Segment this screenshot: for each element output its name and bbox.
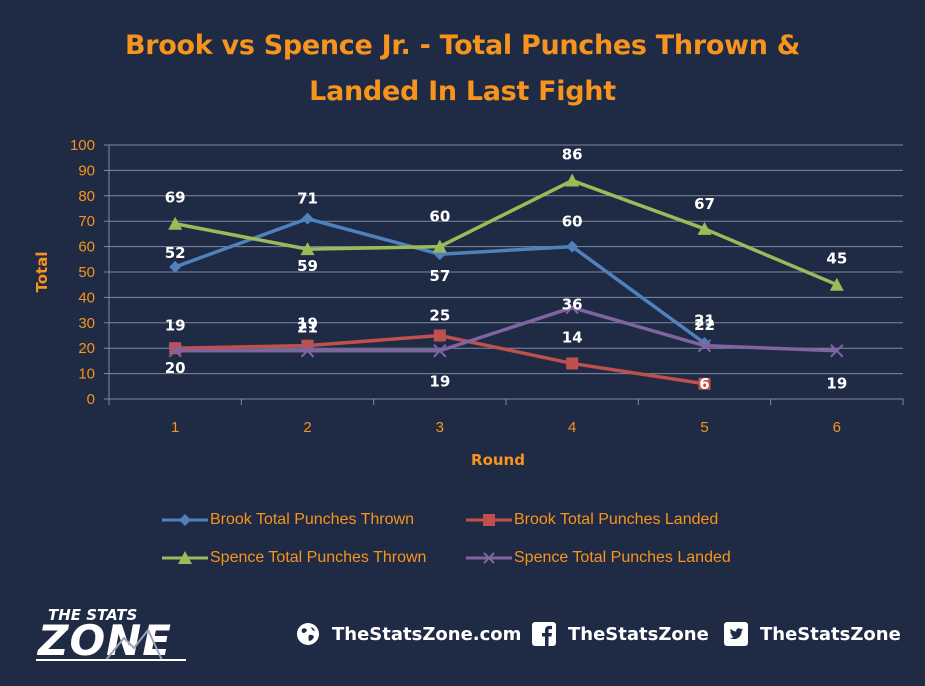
legend-item-brook-landed: Brook Total Punches Landed [466,511,718,529]
legend-marker-diamond [162,514,208,526]
legend-item-brook-thrown: Brook Total Punches Thrown [162,511,414,529]
data-point-diamond [169,260,182,273]
y-axis-label: Total [33,252,51,293]
facebook-icon [532,622,556,646]
legend-label: Spence Total Punches Landed [514,549,731,566]
y-tick-label: 100 [70,137,95,154]
data-point-diamond [566,240,579,253]
data-label: 86 [562,146,583,164]
data-point-square [566,357,579,370]
legend-item-spence-thrown: Spence Total Punches Thrown [162,549,426,567]
data-label: 21 [297,319,318,337]
data-point-diamond [301,212,314,225]
data-label: 19 [165,317,186,335]
legend-label: Spence Total Punches Thrown [210,549,427,566]
data-label: 59 [297,257,318,275]
data-label: 60 [429,208,450,226]
data-point-x [300,344,315,358]
data-label: 14 [562,328,583,346]
footer-website-text: TheStatsZone.com [332,623,522,645]
data-label: 22 [694,316,715,334]
chart-title-line-2: Landed In Last Fight [309,76,616,107]
y-tick-label: 50 [78,264,95,281]
y-tick-label: 10 [78,366,95,383]
y-tick-label: 40 [78,289,95,306]
data-point-triangle [697,221,712,235]
logo-mountain-graphic [36,628,186,661]
data-point-triangle [829,277,844,291]
data-label: 6 [699,375,709,393]
data-label: 67 [694,195,715,213]
data-label: 71 [297,190,318,208]
y-tick-label: 80 [78,188,95,205]
legend-marker-square [466,514,512,526]
footer-twitter-text: TheStatsZone [760,623,901,645]
x-tick-label: 1 [171,419,179,436]
legend-item-spence-landed: Spence Total Punches Landed [466,549,731,567]
data-label: 25 [429,307,450,325]
data-point-x [830,344,844,358]
y-tick-label: 30 [78,315,95,332]
data-point-triangle [168,216,183,230]
y-tick-label: 60 [78,239,95,256]
data-point-triangle [300,242,315,256]
footer-facebook[interactable]: TheStatsZone [532,622,709,646]
data-point-x [697,338,712,353]
y-tick-label: 90 [78,162,95,179]
x-tick-label: 4 [568,419,576,436]
data-label: 20 [165,359,186,377]
data-label: 52 [165,244,186,262]
legend-marker-x [466,552,512,564]
data-point-x [565,300,579,315]
data-label: 69 [165,189,186,207]
footer-twitter[interactable]: TheStatsZone [724,622,901,646]
data-label: 36 [562,296,583,314]
x-tick-label: 3 [436,419,444,436]
data-point-x [433,344,447,358]
logo-top-text: THE STATS [48,606,138,624]
data-label: 21 [694,312,715,330]
legend-marker-triangle [162,551,208,564]
x-axis-label: Round [471,451,525,469]
data-label: 19 [297,315,318,333]
twitter-icon [724,622,748,646]
data-point-triangle [565,173,580,187]
data-point-triangle [432,239,447,253]
series-line-3 [175,305,837,353]
stats-zone-logo: THE STATS ZONE [36,604,196,665]
data-label: 60 [562,213,583,231]
series-line-2 [174,178,838,287]
data-point-square [433,329,446,342]
logo-main-text: ZONE [38,616,172,665]
footer-website[interactable]: TheStatsZone.com [296,622,521,646]
chart-title-line-1: Brook vs Spence Jr. - Total Punches Thro… [124,30,801,61]
data-label: 57 [429,267,450,285]
data-point-x [168,344,182,358]
x-tick-label: 2 [303,419,311,436]
globe-icon [297,623,319,645]
y-tick-label: 70 [78,213,95,230]
legend-label: Brook Total Punches Thrown [210,511,414,528]
y-tick-label: 0 [87,391,95,408]
x-tick-label: 5 [700,419,708,436]
x-tick-label: 6 [833,419,841,436]
legend-label: Brook Total Punches Landed [514,511,719,528]
footer-facebook-text: TheStatsZone [568,623,709,645]
data-label: 45 [826,250,847,268]
data-point-square [698,377,711,390]
data-label: 19 [826,375,847,393]
y-tick-label: 20 [78,340,95,357]
data-label: 19 [429,373,450,391]
